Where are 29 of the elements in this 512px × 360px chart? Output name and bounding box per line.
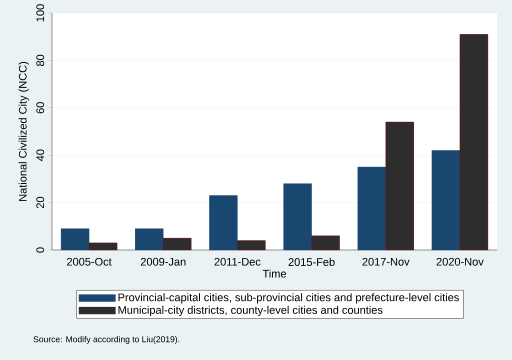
y-axis-title: National Civilized City (NCC) [18,62,29,201]
source-note: Source: Modify according to Liu(2019). [34,336,180,344]
legend-label: Municipal-city districts, county-level cities and counties [118,306,382,316]
x-tick-label: 2009-Jan [140,258,186,266]
y-tick-label: 100 [36,4,44,22]
bar [163,238,192,250]
bar [311,236,340,250]
y-tick-label: 60 [36,102,44,114]
bar [88,242,118,250]
bar [60,228,90,250]
y-tick-label: 80 [36,54,44,66]
y-tick-label: 0 [36,247,44,253]
x-tick-label: 2015-Feb [288,258,335,266]
bar [460,34,488,250]
x-tick-label: 2017-Nov [362,258,410,266]
x-tick-label: 2011-Dec [214,258,261,266]
legend-label: Provincial-capital cities, sub-provincial cities and prefecture-level cities [118,293,459,304]
bar [283,183,312,250]
x-tick-label: 2020-Nov [436,258,484,266]
bar [209,195,238,250]
y-tick-label: 40 [36,150,44,162]
bar [432,150,460,250]
bar [135,228,164,250]
bar [237,240,266,250]
bar [386,122,414,250]
x-tick-label: 2005-Oct [67,258,112,266]
bar [358,166,386,250]
x-axis-title: Time [262,269,286,278]
y-tick-label: 20 [36,196,44,208]
